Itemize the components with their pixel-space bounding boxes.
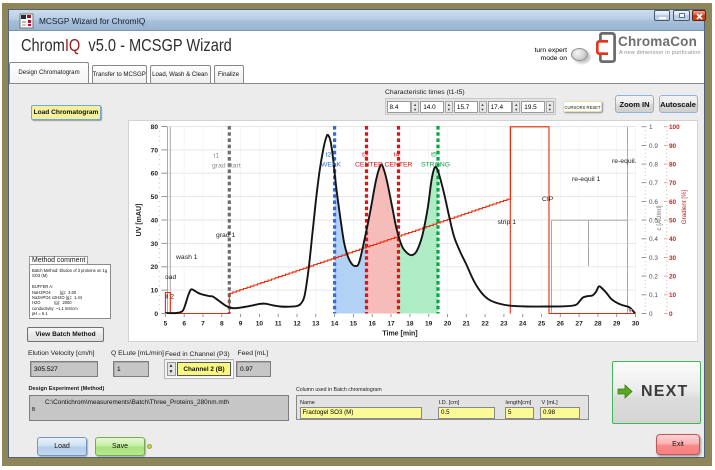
svg-text:load: load [163,274,176,281]
svg-text:40: 40 [151,217,159,224]
svg-text:26: 26 [557,321,565,328]
svg-text:9: 9 [239,321,243,328]
svg-text:19: 19 [425,321,433,328]
svg-text:25: 25 [538,321,546,328]
svg-text:equil 2: equil 2 [154,294,174,301]
svg-text:0.3: 0.3 [649,255,658,262]
svg-text:strip 1: strip 1 [498,219,517,226]
svg-text:c [AU/ml]: c [AU/ml] [656,205,663,230]
svg-text:80: 80 [151,124,159,131]
svg-text:WEAK: WEAK [321,162,341,169]
svg-text:13: 13 [312,321,320,328]
svg-text:60: 60 [669,199,677,206]
svg-text:CENTER: CENTER [355,162,383,169]
svg-text:t3: t3 [362,152,368,159]
svg-text:22: 22 [481,321,489,328]
svg-text:28: 28 [594,321,602,328]
svg-text:10: 10 [669,292,677,299]
svg-text:29: 29 [613,321,621,328]
svg-text:20: 20 [669,274,677,281]
svg-text:Gradient [%]: Gradient [%] [681,190,688,225]
svg-text:90: 90 [669,143,677,150]
svg-text:70: 70 [151,147,159,154]
svg-text:14: 14 [331,321,339,328]
svg-text:0.6: 0.6 [649,199,658,206]
svg-text:8: 8 [220,321,224,328]
svg-text:50: 50 [669,218,677,225]
svg-text:wash 1: wash 1 [175,254,198,261]
svg-text:Time [min]: Time [min] [382,331,417,338]
svg-text:0.4: 0.4 [649,236,658,243]
svg-text:t4: t4 [394,152,400,159]
svg-text:100: 100 [669,124,680,131]
svg-text:24: 24 [519,321,527,328]
svg-text:70: 70 [669,180,677,187]
svg-text:0.2: 0.2 [649,274,658,281]
svg-text:0.5: 0.5 [649,218,658,225]
svg-text:17: 17 [387,321,395,328]
svg-text:50: 50 [151,194,159,201]
svg-text:0: 0 [154,311,158,318]
svg-text:t2: t2 [326,152,332,159]
svg-text:grad start: grad start [212,163,241,170]
svg-text:12: 12 [293,321,301,328]
svg-text:20: 20 [151,264,159,271]
svg-text:t5: t5 [431,152,437,159]
svg-text:0: 0 [649,311,653,318]
svg-text:grad 1: grad 1 [216,232,235,239]
svg-text:UV [mAU]: UV [mAU] [136,204,143,237]
svg-text:0.9: 0.9 [649,143,658,150]
svg-text:21: 21 [463,321,471,328]
svg-text:CIP: CIP [542,196,554,203]
svg-text:80: 80 [669,162,677,169]
svg-text:23: 23 [500,321,508,328]
svg-text:1: 1 [649,124,653,131]
svg-text:0.8: 0.8 [649,162,658,169]
svg-text:11: 11 [275,321,282,328]
svg-text:7: 7 [201,321,205,328]
svg-text:0: 0 [669,311,673,318]
svg-text:27: 27 [575,321,583,328]
svg-text:30: 30 [632,321,640,328]
svg-text:10: 10 [256,321,264,328]
svg-text:CENTER: CENTER [385,162,413,169]
svg-text:40: 40 [669,236,677,243]
svg-text:16: 16 [369,321,377,328]
svg-text:0.1: 0.1 [649,292,658,299]
svg-text:6: 6 [182,321,186,328]
svg-text:15: 15 [350,321,358,328]
svg-text:t1: t1 [214,153,220,160]
svg-text:30: 30 [669,255,677,262]
svg-text:re-equil 1: re-equil 1 [572,176,601,183]
svg-text:30: 30 [151,241,159,248]
svg-text:5: 5 [164,321,168,328]
svg-text:STRONG: STRONG [421,162,450,169]
svg-text:18: 18 [406,321,414,328]
svg-text:0.7: 0.7 [649,180,658,187]
svg-text:re-equil. 2: re-equil. 2 [612,158,642,165]
svg-text:10: 10 [151,288,159,295]
svg-text:60: 60 [151,171,159,178]
svg-text:20: 20 [444,321,452,328]
